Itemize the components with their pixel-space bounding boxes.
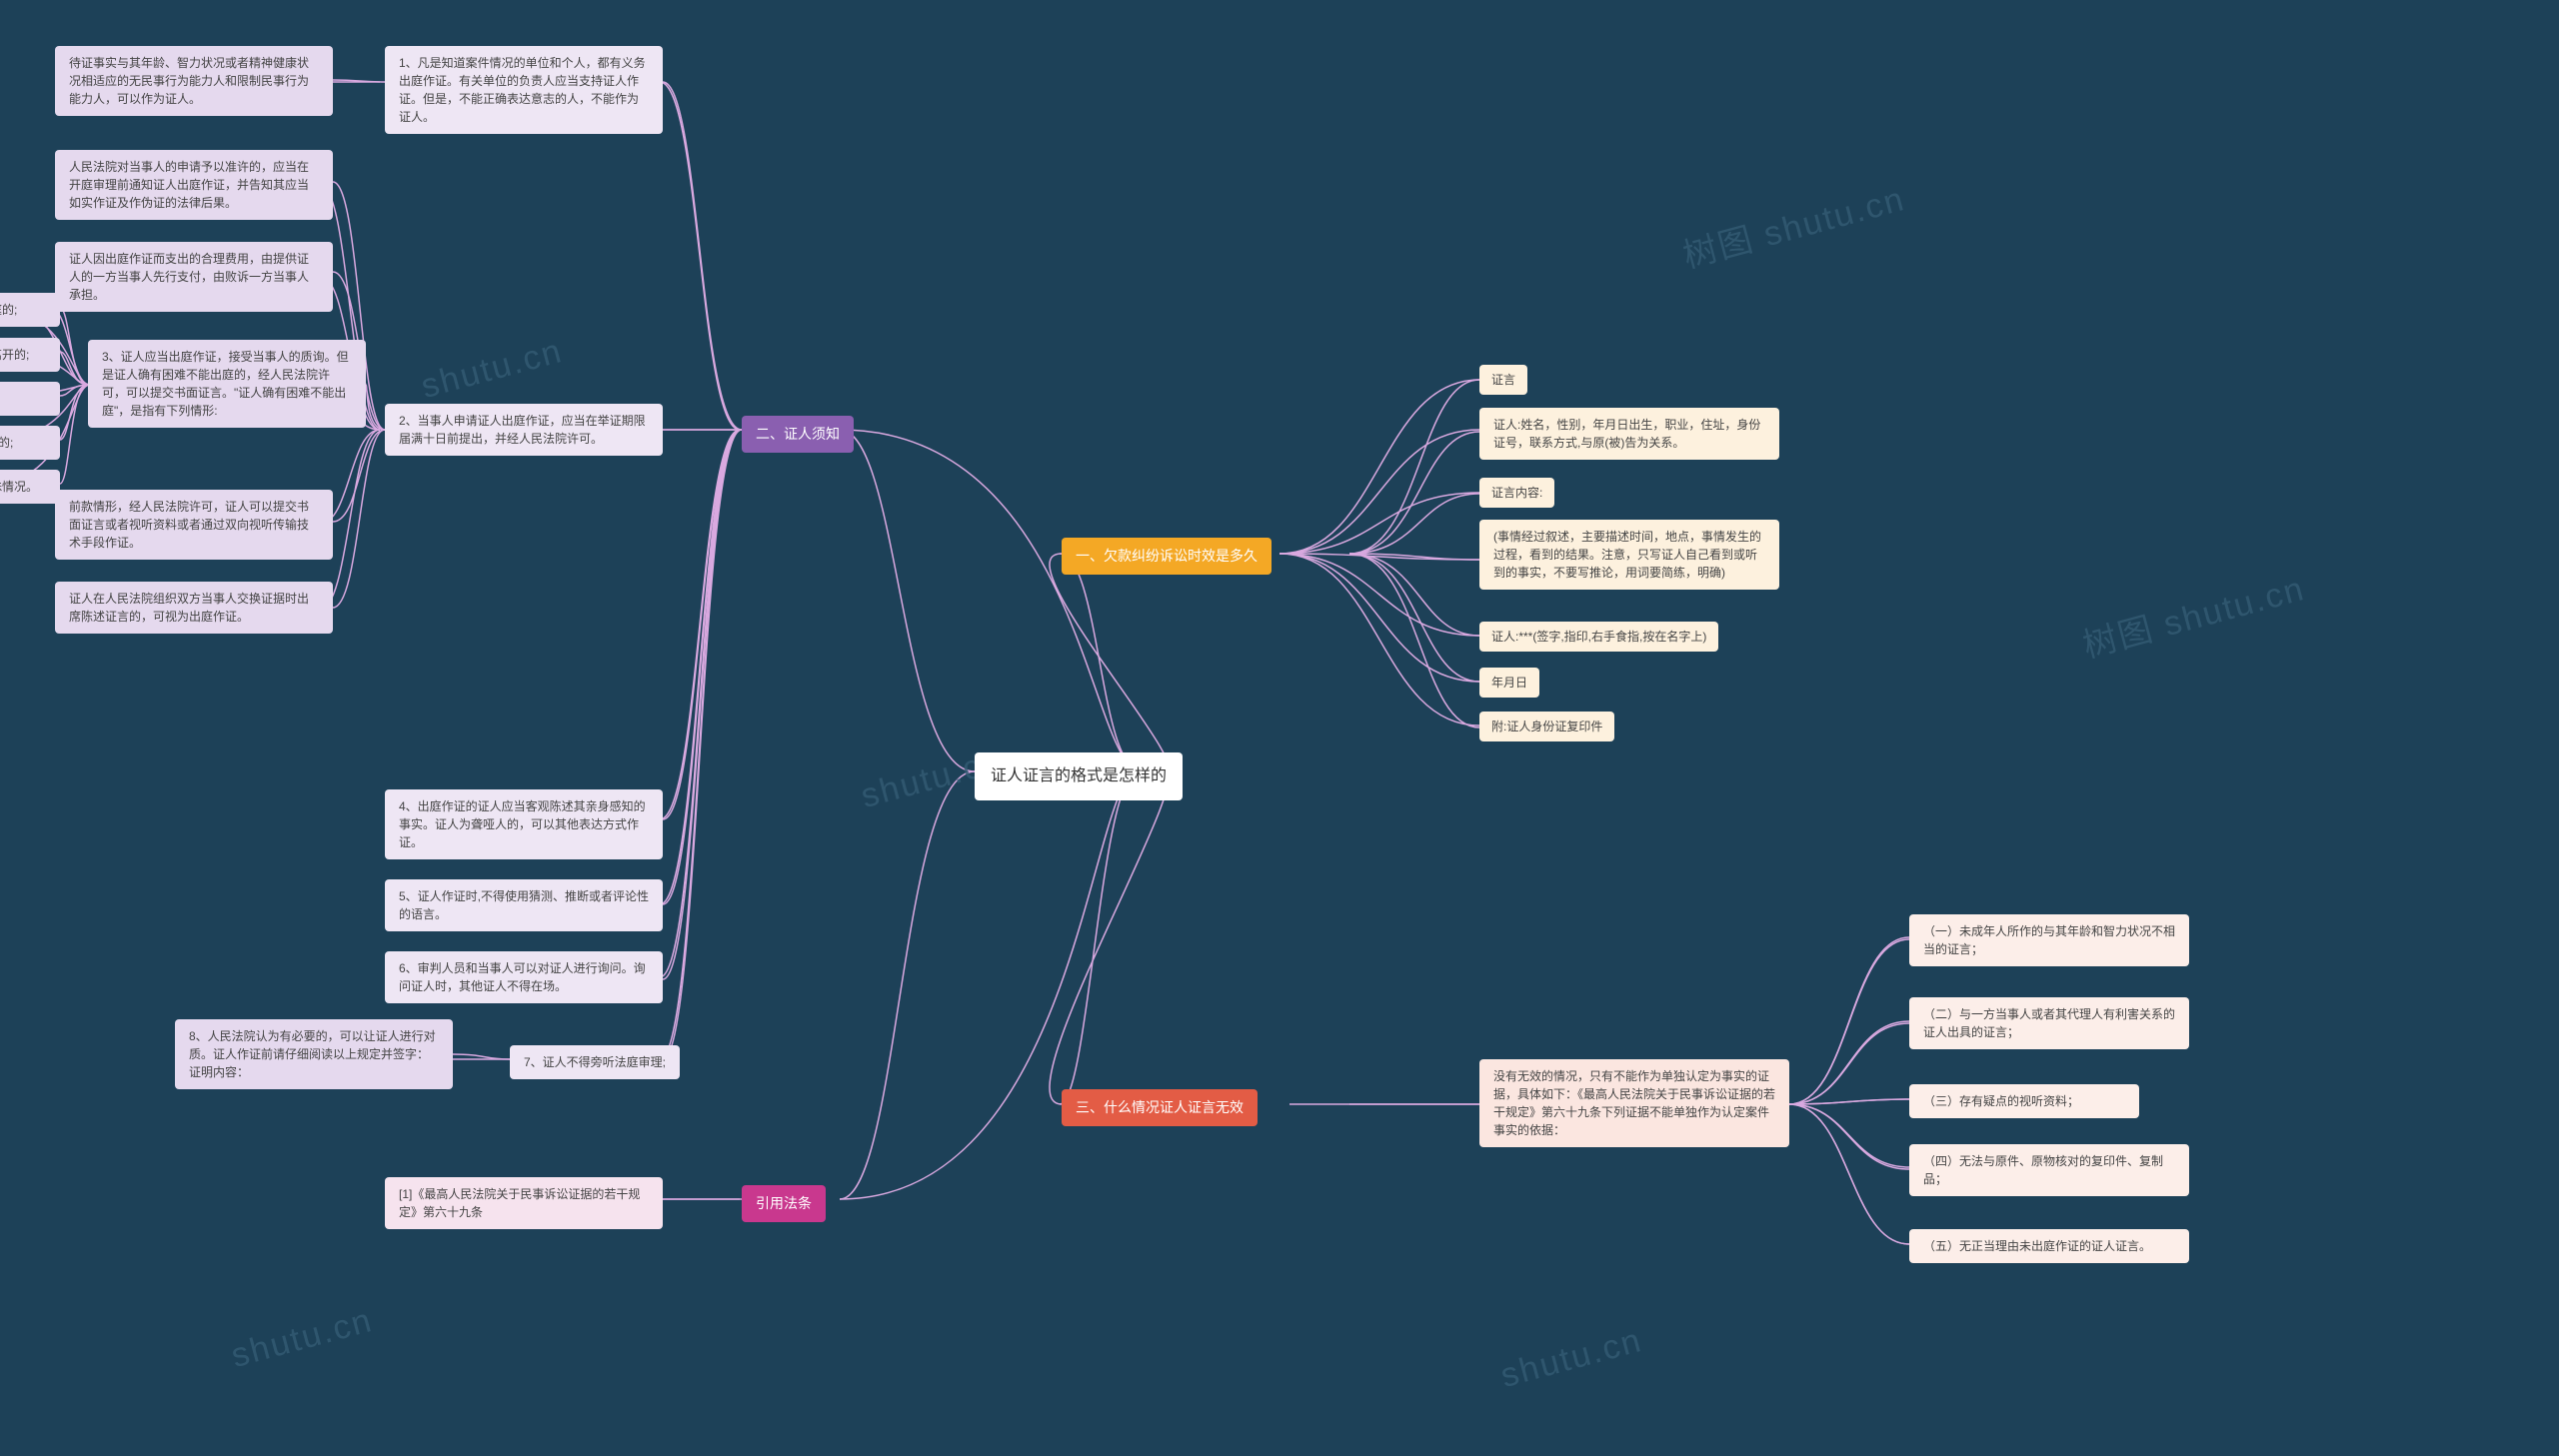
branch-4: 引用法条 — [742, 1185, 826, 1222]
b3-c3: （三）存有疑点的视听资料； — [1909, 1084, 2139, 1118]
branch-2: 二、证人须知 — [742, 416, 854, 453]
b3-c4: （四）无法与原件、原物核对的复印件、复制品； — [1909, 1144, 2189, 1196]
watermark: shutu.cn — [417, 332, 567, 407]
b1-leaf-2: 证人:姓名，性别，年月日出生，职业，住址，身份证号，联系方式,与原(被)告为关系… — [1479, 408, 1779, 460]
b1-leaf-1: 证言 — [1479, 365, 1527, 395]
b2-p2-s3: 3、证人应当出庭作证，接受当事人的质询。但是证人确有困难不能出庭的，经人民法院许… — [88, 340, 366, 428]
b2-p2-s3-i5: (五)其他无法出庭的特殊情况。 — [0, 470, 60, 504]
b2-p6: 6、审判人员和当事人可以对证人进行询问。询问证人时，其他证人不得在场。 — [385, 951, 663, 1003]
branch-3: 三、什么情况证人证言无效 — [1062, 1089, 1258, 1126]
b2-p2-s3-i3: (三)路途特别遥远，交通不便难以出庭的; — [0, 382, 60, 416]
watermark: shutu.cn — [1496, 1321, 1646, 1396]
b2-p2-head: 2、当事人申请证人出庭作证，应当在举证期限届满十日前提出，并经人民法院许可。 — [385, 404, 663, 456]
b2-p4: 4、出庭作证的证人应当客观陈述其亲身感知的事实。证人为聋哑人的，可以其他表达方式… — [385, 789, 663, 859]
b2-p1-head: 1、凡是知道案件情况的单位和个人，都有义务出庭作证。有关单位的负责人应当支持证人… — [385, 46, 663, 134]
b2-p1-sub: 待证事实与其年龄、智力状况或者精神健康状况相适应的无民事行为能力人和限制民事行为… — [55, 46, 333, 116]
b1-leaf-5: 证人:***(签字,指印,右手食指,按在名字上) — [1479, 622, 1718, 652]
watermark: 树图 shutu.cn — [2077, 561, 2310, 667]
b4-leaf: [1]《最高人民法院关于民事诉讼证据的若干规定》第六十九条 — [385, 1177, 663, 1229]
b1-leaf-7: 附:证人身份证复印件 — [1479, 712, 1614, 741]
b2-p7-sub: 8、人民法院认为有必要的，可以让证人进行对质。证人作证前请仔细阅读以上规定并签字… — [175, 1019, 453, 1089]
b3-c1: （一）未成年人所作的与其年龄和智力状况不相当的证言； — [1909, 914, 2189, 966]
b3-c5: （五）无正当理由未出庭作证的证人证言。 — [1909, 1229, 2189, 1263]
branch-1: 一、欠款纠纷诉讼时效是多久 — [1062, 538, 1272, 575]
b2-p2-s3-i1: (一)年迈体弱或者行动不便无法出庭的; — [0, 293, 60, 327]
b3-head: 没有无效的情况，只有不能作为单独认定为事实的证据，具体如下：《最高人民法院关于民… — [1479, 1059, 1789, 1147]
b2-p2-s3-i4: (四)因自然灾害等不可抗力的原因无法出庭的; — [0, 426, 60, 460]
b2-p2-s3-i2: (二)特殊岗位确实无法离开的; — [0, 338, 60, 372]
watermark: shutu.cn — [227, 1301, 377, 1376]
b2-p5: 5、证人作证时,不得使用猜测、推断或者评论性的语言。 — [385, 879, 663, 931]
b1-leaf-4: (事情经过叙述，主要描述时间，地点，事情发生的过程，看到的结果。注意，只写证人自… — [1479, 520, 1779, 590]
b2-p2-s4: 前款情形，经人民法院许可，证人可以提交书面证言或者视听资料或者通过双向视听传输技… — [55, 490, 333, 560]
b2-p2-s2: 证人因出庭作证而支出的合理费用，由提供证人的一方当事人先行支付，由败诉一方当事人… — [55, 242, 333, 312]
b1-leaf-3: 证言内容: — [1479, 478, 1554, 508]
b1-leaf-6: 年月日 — [1479, 668, 1539, 698]
b2-p2-s5: 证人在人民法院组织双方当事人交换证据时出席陈述证言的，可视为出庭作证。 — [55, 582, 333, 634]
b2-p2-s1: 人民法院对当事人的申请予以准许的，应当在开庭审理前通知证人出庭作证，并告知其应当… — [55, 150, 333, 220]
root-node: 证人证言的格式是怎样的 — [975, 752, 1183, 800]
watermark: 树图 shutu.cn — [1677, 171, 1910, 277]
b2-p7-head: 7、证人不得旁听法庭审理; — [510, 1045, 680, 1079]
b3-c2: （二）与一方当事人或者其代理人有利害关系的证人出具的证言； — [1909, 997, 2189, 1049]
